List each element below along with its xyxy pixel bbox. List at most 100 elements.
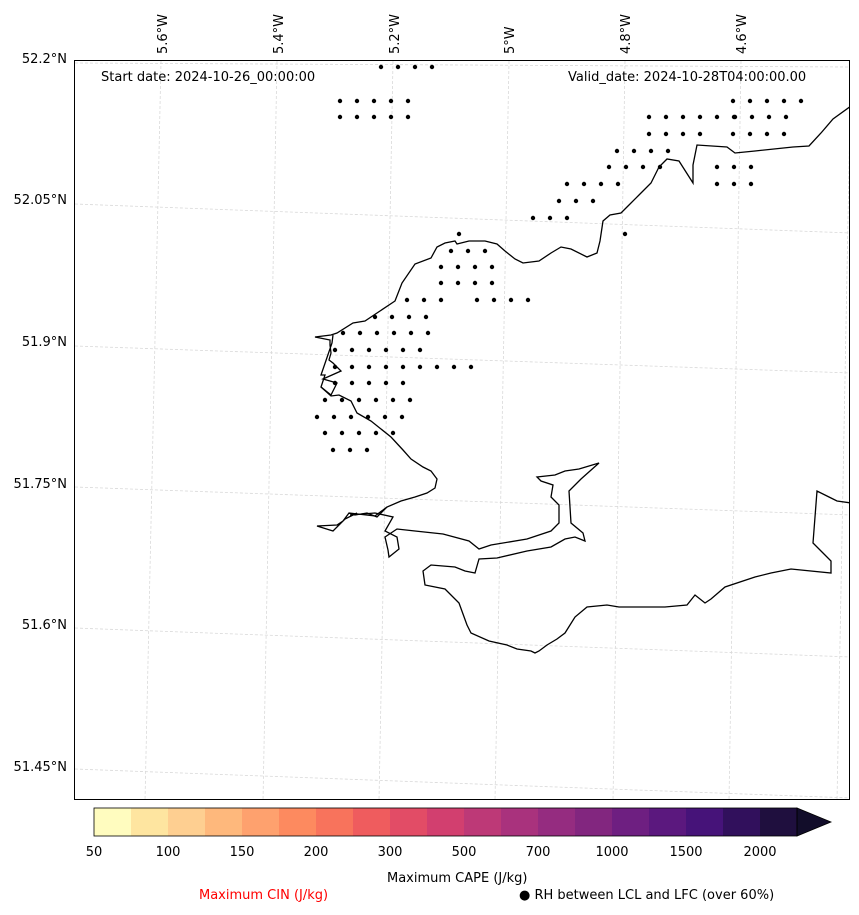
rh-dot bbox=[378, 64, 384, 70]
lon-label: 4.8°W bbox=[619, 13, 634, 54]
rh-dot bbox=[407, 397, 413, 403]
colorbar-tick-label: 500 bbox=[451, 845, 477, 860]
rh-dot bbox=[798, 98, 804, 104]
colorbar-segment bbox=[538, 808, 576, 836]
lon-gridline bbox=[262, 61, 278, 799]
rh-dot bbox=[371, 114, 377, 120]
rh-dot bbox=[448, 248, 454, 254]
lat-label: 52.05°N bbox=[13, 193, 67, 208]
rh-dot bbox=[417, 347, 423, 353]
colorbar-tick-label: 1500 bbox=[669, 845, 703, 860]
rh-dot bbox=[615, 181, 621, 187]
map-canvas bbox=[75, 61, 849, 799]
lat-gridline bbox=[75, 203, 849, 234]
rh-dot bbox=[648, 148, 654, 154]
rh-dot bbox=[322, 430, 328, 436]
rh-dot bbox=[731, 114, 737, 120]
rh-dot bbox=[356, 397, 362, 403]
rh-dot bbox=[373, 397, 379, 403]
rh-dot bbox=[465, 248, 471, 254]
colorbar-segment bbox=[205, 808, 243, 836]
lat-gridline bbox=[75, 486, 849, 516]
rh-dot bbox=[337, 114, 343, 120]
colorbar-segment bbox=[94, 808, 132, 836]
colorbar-segment bbox=[279, 808, 317, 836]
rh-dot bbox=[371, 98, 377, 104]
rh-dot bbox=[697, 114, 703, 120]
cin-legend-label: Maximum CIN (J/kg) bbox=[199, 888, 329, 903]
rh-dot bbox=[472, 280, 478, 286]
rh-dot bbox=[331, 414, 337, 420]
rh-dot bbox=[581, 181, 587, 187]
rh-dot bbox=[406, 314, 412, 320]
rh-dot bbox=[400, 347, 406, 353]
colorbar-segment bbox=[686, 808, 724, 836]
rh-dot bbox=[714, 181, 720, 187]
rh-dot bbox=[372, 314, 378, 320]
rh-dot bbox=[764, 98, 770, 104]
colorbar-tick-label: 200 bbox=[303, 845, 329, 860]
rh-dot bbox=[730, 131, 736, 137]
rh-dot bbox=[340, 330, 346, 336]
rh-dot bbox=[349, 347, 355, 353]
lon-label: 5°W bbox=[503, 26, 518, 54]
rh-dot bbox=[421, 297, 427, 303]
colorbar-tick-label: 2000 bbox=[743, 845, 777, 860]
coastline bbox=[314, 106, 849, 654]
rh-dot bbox=[429, 64, 435, 70]
colorbar-segment bbox=[316, 808, 354, 836]
rh-dot bbox=[366, 364, 372, 370]
rh-dot bbox=[314, 414, 320, 420]
rh-dot bbox=[349, 364, 355, 370]
rh-dot bbox=[390, 397, 396, 403]
valid-date-label: Valid_date: 2024-10-28T04:00:00.00 bbox=[568, 70, 807, 85]
start-date-label: Start date: 2024-10-26_00:00:00 bbox=[101, 70, 316, 85]
coastline-main bbox=[314, 106, 849, 397]
rh-dot bbox=[573, 198, 579, 204]
colorbar-segment bbox=[501, 808, 539, 836]
rh-legend: ● RH between LCL and LFC (over 60%) bbox=[519, 888, 774, 903]
rh-dot bbox=[383, 364, 389, 370]
rh-dot bbox=[747, 131, 753, 137]
colorbar-extend-arrow bbox=[796, 807, 833, 837]
rh-dot bbox=[680, 131, 686, 137]
lon-label: 5.6°W bbox=[156, 13, 171, 54]
rh-dot bbox=[404, 297, 410, 303]
rh-dot bbox=[781, 131, 787, 137]
graticule bbox=[75, 61, 849, 799]
rh-dot bbox=[614, 148, 620, 154]
lat-label: 51.45°N bbox=[13, 760, 67, 775]
rh-dot bbox=[382, 414, 388, 420]
colorbar-outline bbox=[93, 807, 798, 837]
rh-dot bbox=[657, 164, 663, 170]
rh-dot-field bbox=[314, 64, 804, 453]
lat-gridline bbox=[75, 345, 849, 374]
colorbar-tick-label: 1000 bbox=[595, 845, 629, 860]
rh-dot bbox=[389, 314, 395, 320]
rh-dot bbox=[425, 330, 431, 336]
rh-dot bbox=[423, 314, 429, 320]
lon-gridline bbox=[494, 61, 510, 799]
colorbar-segment bbox=[575, 808, 613, 836]
rh-dot bbox=[438, 280, 444, 286]
rh-dot bbox=[489, 264, 495, 270]
rh-dot bbox=[347, 447, 353, 453]
rh-dot bbox=[456, 231, 462, 237]
rh-dot bbox=[472, 264, 478, 270]
rh-dot bbox=[330, 447, 336, 453]
rh-dot bbox=[714, 114, 720, 120]
rh-dot bbox=[366, 347, 372, 353]
rh-dot bbox=[731, 181, 737, 187]
rh-dot bbox=[383, 347, 389, 353]
rh-dot bbox=[598, 181, 604, 187]
rh-legend-label: RH between LCL and LFC (over 60%) bbox=[534, 888, 775, 903]
rh-dot bbox=[438, 297, 444, 303]
rh-dot bbox=[339, 430, 345, 436]
colorbar-tick-label: 300 bbox=[377, 845, 403, 860]
rh-dot bbox=[663, 114, 669, 120]
rh-dot bbox=[781, 98, 787, 104]
rh-dot bbox=[349, 380, 355, 386]
rh-dot bbox=[364, 447, 370, 453]
rh-dot bbox=[489, 280, 495, 286]
lon-label: 5.4°W bbox=[272, 13, 287, 54]
